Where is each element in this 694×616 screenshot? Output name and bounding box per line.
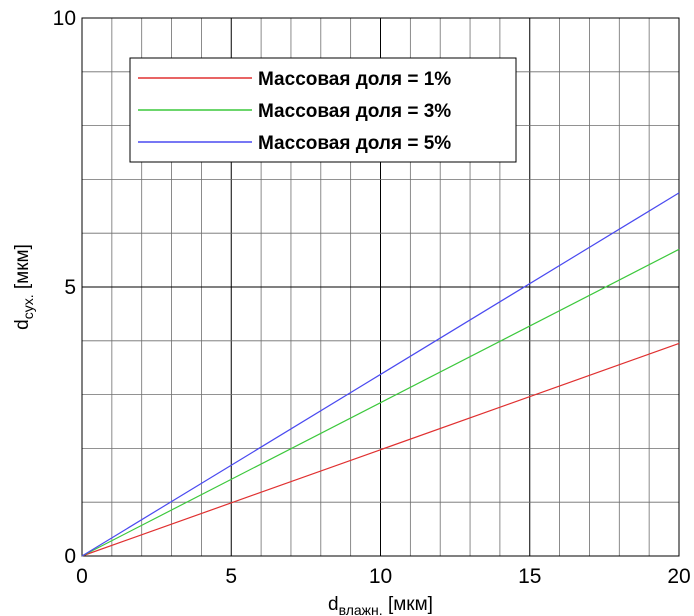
legend-entry-3: Массовая доля = 5% [258,133,451,154]
series-line-2 [81,248,680,557]
legend-entry-1: Массовая доля = 1% [258,69,451,90]
x-axis-label-base: d [328,594,339,615]
x-axis-label: dвлажн. [мкм] [328,594,433,616]
x-tick-label: 10 [369,565,392,588]
x-axis-label-unit: [мкм] [383,594,433,615]
series-line-3 [81,192,680,557]
y-axis-label-unit: [мкм] [12,244,33,294]
x-tick-label: 5 [225,565,237,588]
y-tick-label: 5 [64,276,76,299]
y-axis-label: dсух. [мкм] [12,244,36,330]
y-axis-label-sub: сух. [20,294,36,319]
x-tick-label: 20 [667,565,690,588]
y-axis-label-base: d [12,319,33,330]
legend-entry-2: Массовая доля = 3% [258,101,451,122]
legend: Массовая доля = 1% Массовая доля = 3% Масс… [129,57,517,163]
y-tick-label: 10 [53,7,76,30]
y-tick-label: 0 [64,545,76,568]
series-lines [81,192,680,557]
x-axis-label-sub: влажн. [339,602,383,616]
x-tick-label: 15 [518,565,541,588]
plot-frame [81,17,680,557]
x-tick-label: 0 [76,565,88,588]
series-line-1 [81,342,680,557]
tick-labels: 0 5 10 15 20 0 5 10 [53,7,691,588]
